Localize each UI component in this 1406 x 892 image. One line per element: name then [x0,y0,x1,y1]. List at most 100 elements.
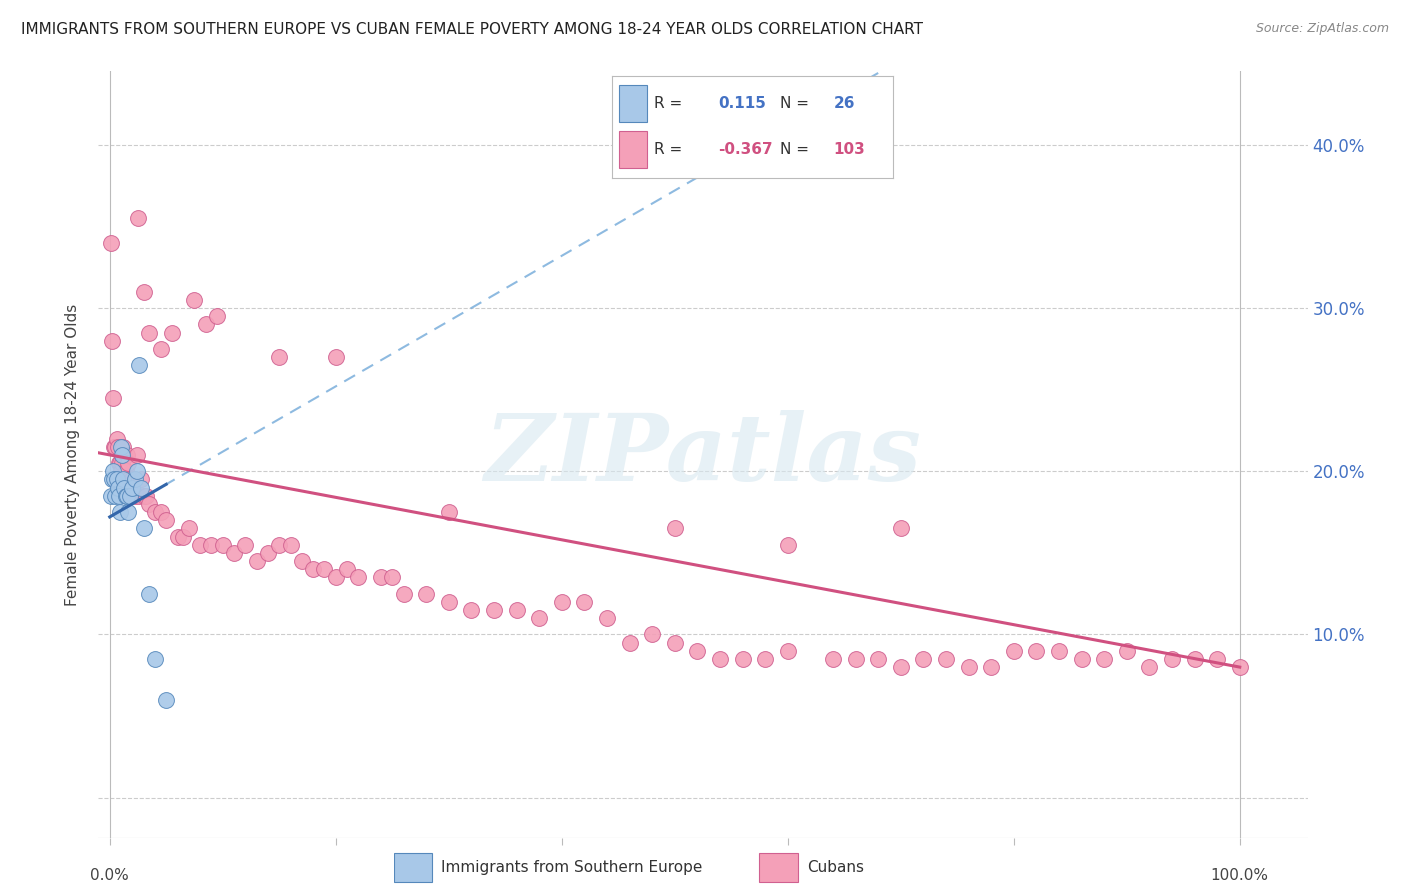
Point [125,448,148,462]
Point [100,235,122,250]
Point [935,652,957,666]
Point [641,627,664,641]
Point [132,285,155,299]
Point [246,554,269,568]
Point [172,529,194,543]
Point [108,456,131,470]
Point [188,538,211,552]
Point [112,440,135,454]
Bar [759,854,799,881]
Point [155,692,177,706]
Point [821,652,844,666]
Text: 0.115: 0.115 [718,96,766,111]
Point [120,481,142,495]
Bar [619,131,647,168]
Point [776,644,799,658]
Point [131,481,153,495]
Point [1229,660,1251,674]
Point [107,456,129,470]
Point [105,472,128,486]
Bar [394,854,433,881]
Point [104,489,127,503]
Bar [619,85,647,122]
Point [460,603,482,617]
Point [177,521,200,535]
Point [392,587,415,601]
Point [128,489,150,503]
Point [233,538,256,552]
Point [143,505,166,519]
Point [574,595,596,609]
Point [117,456,139,470]
Point [115,489,138,503]
Text: Source: ZipAtlas.com: Source: ZipAtlas.com [1256,22,1389,36]
Point [868,652,890,666]
Point [149,342,172,356]
Point [269,538,291,552]
Text: R =: R = [654,96,682,111]
Text: 103: 103 [834,142,866,157]
Point [596,611,619,625]
Point [100,489,122,503]
Point [776,538,799,552]
Point [845,652,868,666]
Point [754,652,776,666]
Point [121,472,143,486]
Point [505,603,527,617]
Point [107,489,129,503]
Text: Immigrants from Southern Europe: Immigrants from Southern Europe [441,860,703,875]
Point [291,554,314,568]
Text: N =: N = [780,96,810,111]
Point [257,546,280,560]
Point [381,570,404,584]
Point [1002,644,1025,658]
Point [166,529,188,543]
Point [890,660,912,674]
Point [155,513,177,527]
Point [115,448,138,462]
Point [111,448,134,462]
Point [111,456,134,470]
Point [314,562,336,576]
Text: 26: 26 [834,96,855,111]
Text: ZIPatlas: ZIPatlas [485,410,921,500]
Point [124,489,146,503]
Point [112,472,135,486]
Point [132,489,155,503]
Point [325,350,347,364]
Point [686,644,709,658]
Point [437,595,460,609]
Point [551,595,574,609]
Point [132,521,155,535]
Point [101,472,124,486]
Point [104,440,127,454]
Point [415,587,437,601]
Point [128,358,150,372]
Point [112,481,135,495]
Point [325,570,347,584]
Point [101,334,124,348]
Text: 100.0%: 100.0% [1211,868,1268,883]
Point [890,521,912,535]
Point [957,660,980,674]
Point [121,481,143,495]
Point [125,464,148,478]
Point [980,660,1002,674]
Point [709,652,731,666]
Point [482,603,505,617]
Point [120,489,142,503]
Point [103,472,125,486]
Point [1161,652,1184,666]
Point [269,350,291,364]
Point [117,505,139,519]
Point [336,562,359,576]
Point [211,538,233,552]
Point [101,391,124,405]
Point [103,440,125,454]
Y-axis label: Female Poverty Among 18-24 Year Olds: Female Poverty Among 18-24 Year Olds [65,304,80,606]
Text: -0.367: -0.367 [718,142,773,157]
Point [347,570,370,584]
Point [107,481,129,495]
Point [143,652,166,666]
Point [664,635,686,649]
